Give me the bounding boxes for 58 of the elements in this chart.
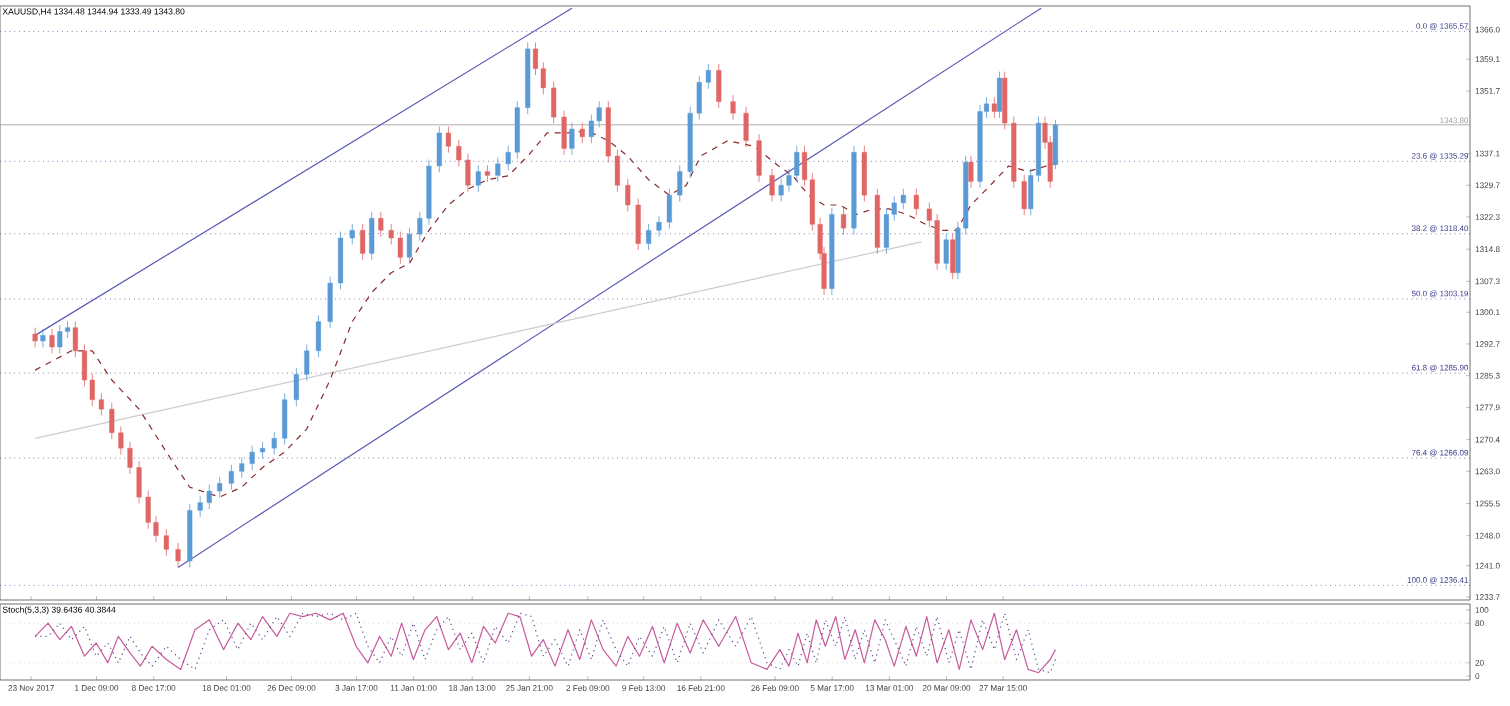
candlestick — [315, 314, 321, 358]
candlestick — [249, 445, 255, 471]
candlestick — [561, 110, 567, 156]
candlestick — [943, 232, 949, 271]
candlestick — [1052, 119, 1058, 170]
candlestick — [551, 81, 557, 124]
candlestick — [349, 223, 355, 245]
candlestick — [677, 164, 683, 202]
candlestick — [40, 328, 46, 348]
candlestick — [569, 122, 575, 156]
candlestick — [588, 114, 594, 144]
candlestick — [271, 431, 277, 456]
candlestick — [406, 227, 412, 265]
candlestick — [369, 211, 375, 261]
candlestick — [635, 198, 641, 251]
line-series — [34, 612, 1057, 674]
candlestick — [57, 324, 63, 354]
candlestick — [769, 168, 775, 202]
candlestick — [304, 343, 310, 382]
candlestick — [778, 178, 784, 202]
candlestick — [484, 164, 490, 183]
candlestick — [163, 528, 169, 557]
candlestick — [475, 164, 481, 193]
candlestick — [716, 63, 722, 109]
candlestick — [338, 231, 344, 290]
candlestick — [841, 207, 847, 235]
candlestick — [282, 392, 288, 446]
candlestick — [436, 126, 442, 173]
candlestick — [730, 94, 736, 121]
candlestick — [228, 464, 234, 491]
candlestick — [1021, 174, 1027, 216]
candlestick — [861, 145, 867, 202]
candlestick — [175, 542, 181, 568]
candlestick — [991, 96, 997, 119]
candlestick — [49, 328, 55, 354]
candlestick — [656, 215, 662, 238]
candlestick — [756, 133, 762, 183]
candlestick — [360, 223, 366, 261]
candlestick — [239, 456, 245, 479]
candlestick — [666, 188, 672, 229]
candlestick — [883, 207, 889, 255]
candlestick — [445, 126, 451, 154]
candlestick — [913, 188, 919, 216]
candlestick — [293, 367, 299, 407]
candlestick — [996, 71, 1003, 119]
candlestick — [743, 106, 749, 148]
candlestick — [968, 155, 974, 189]
candlestick — [646, 223, 652, 251]
candlestick — [794, 145, 800, 183]
candlestick — [950, 232, 956, 280]
candlestick — [495, 156, 501, 183]
candlestick — [327, 276, 333, 329]
candlestick — [32, 327, 38, 348]
candlestick — [934, 213, 940, 271]
candlestick — [217, 476, 223, 498]
candlestick — [579, 122, 585, 144]
candlestick — [625, 178, 631, 212]
candlestick — [378, 211, 384, 238]
